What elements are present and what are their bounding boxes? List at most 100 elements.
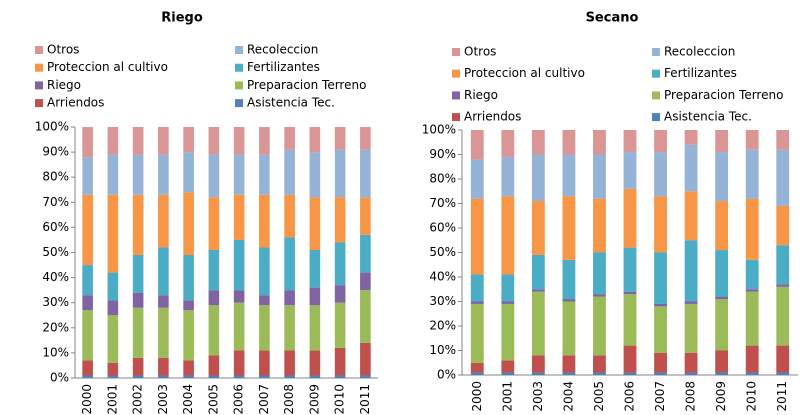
bar-segment: [360, 290, 371, 343]
y-tick-label: 10%: [429, 343, 456, 357]
bar-segment: [158, 247, 169, 296]
bar-segment: [208, 197, 220, 250]
bar-segment: [593, 355, 606, 373]
bar-segment: [593, 372, 606, 375]
legend-swatch: [235, 63, 243, 72]
legend-label: Asistencia Tec.: [664, 110, 752, 124]
bar-segment: [208, 375, 220, 378]
bar-segment: [562, 196, 576, 260]
y-tick-label: 50%: [429, 245, 456, 259]
bar-segment: [684, 303, 698, 353]
bar-segment: [360, 197, 371, 235]
bar-segment: [82, 194, 93, 266]
bar-segment: [233, 154, 245, 195]
x-tick-label: 2008: [282, 384, 296, 415]
y-tick-label: 10%: [42, 345, 69, 359]
bar-segment: [715, 299, 729, 351]
bar-segment: [715, 152, 729, 202]
bar-segment: [501, 130, 515, 157]
bar-segment: [776, 284, 790, 287]
x-tick-label: 2001: [105, 384, 119, 415]
bar-segment: [776, 245, 790, 285]
bar-segment: [776, 130, 790, 150]
bar-segment: [107, 375, 119, 378]
x-tick-label: 2006: [623, 381, 637, 412]
bar-segment: [82, 360, 93, 376]
y-tick-label: 0%: [50, 371, 69, 385]
bar-segment: [623, 372, 637, 375]
bar-segment: [654, 130, 667, 153]
bar-segment: [562, 299, 576, 302]
bar-segment: [158, 375, 169, 378]
legend-swatch: [35, 99, 43, 108]
bar-segment: [107, 315, 119, 363]
bar-segment: [562, 259, 576, 300]
bar-segment: [776, 149, 790, 206]
bar-segment: [654, 196, 667, 253]
bar-segment: [745, 259, 759, 290]
bar-segment: [259, 127, 270, 155]
bar-segment: [745, 345, 759, 373]
x-tick-label: 2007: [257, 384, 271, 415]
legend-label: Preparacion Terreno: [664, 88, 783, 102]
bar-segment: [745, 149, 759, 199]
y-tick-label: 90%: [42, 145, 69, 159]
bar-segment: [284, 305, 295, 351]
bar-segment: [334, 347, 346, 376]
legend-swatch: [235, 81, 243, 90]
bar-segment: [531, 201, 545, 255]
bar-segment: [360, 234, 371, 273]
bar-segment: [259, 295, 270, 306]
x-tick-label: 2003: [156, 384, 170, 415]
legend-swatch: [35, 81, 43, 90]
bar-segment: [334, 197, 346, 243]
bar-segment: [259, 194, 270, 248]
bar-segment: [745, 130, 759, 150]
bar-segment: [531, 355, 545, 373]
bar-segment: [501, 274, 515, 302]
bar-segment: [334, 127, 346, 150]
bar-segment: [183, 255, 194, 301]
bar-segment: [360, 127, 371, 150]
x-tick-label: 2002: [131, 384, 145, 415]
x-tick-label: 2000: [470, 381, 484, 412]
y-tick-label: 0%: [437, 368, 456, 382]
bar-segment: [233, 239, 245, 291]
bar-segment: [284, 350, 295, 376]
x-tick-label: 2001: [500, 381, 514, 412]
bar-segment: [284, 149, 295, 195]
x-tick-label: 2010: [745, 381, 759, 412]
y-tick-label: 70%: [42, 195, 69, 209]
bar-segment: [208, 355, 220, 376]
legend-swatch: [235, 46, 243, 54]
bar-segment: [208, 249, 220, 291]
bar-segment: [334, 375, 346, 378]
bar-segment: [259, 154, 270, 195]
bar-segment: [715, 130, 729, 153]
y-tick-label: 30%: [429, 294, 456, 308]
bar-segment: [284, 375, 295, 378]
x-tick-label: 2011: [775, 381, 789, 412]
bar-segment: [715, 372, 729, 375]
bar-segment: [208, 127, 220, 155]
bar-segment: [183, 360, 194, 376]
bar-segment: [183, 375, 194, 378]
bar-segment: [158, 154, 169, 195]
bar-segment: [654, 352, 667, 373]
legend-swatch: [652, 91, 660, 100]
bar-segment: [623, 291, 637, 295]
bar-segment: [684, 240, 698, 302]
legend-label: Riego: [47, 78, 81, 92]
legend-swatch: [652, 69, 660, 78]
bar-segment: [82, 375, 93, 378]
bar-segment: [654, 372, 667, 375]
bar-segment: [107, 362, 119, 376]
bar-segment: [776, 345, 790, 373]
y-tick-label: 20%: [42, 320, 69, 334]
bar-segment: [745, 372, 759, 375]
y-tick-label: 90%: [429, 147, 456, 161]
bar-segment: [470, 362, 484, 373]
bar-segment: [309, 249, 321, 288]
bar-segment: [531, 372, 545, 375]
